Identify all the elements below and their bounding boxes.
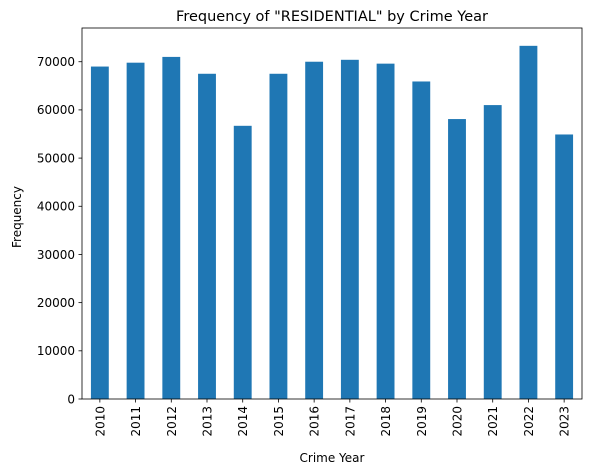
- y-tick-label-70000: 70000: [37, 55, 75, 69]
- bar-2018: [376, 63, 395, 400]
- bar-2014: [233, 125, 252, 399]
- x-tick-label-2011: 2011: [129, 406, 143, 437]
- y-axis-ticks: 0 10000 20000 30000 40000 50000 60000 70000: [37, 55, 82, 406]
- x-tick-label-2019: 2019: [415, 406, 429, 437]
- x-tick-label-2014: 2014: [236, 406, 250, 437]
- bar-2022: [519, 45, 538, 399]
- bar-2015: [269, 73, 288, 400]
- x-tick-label-2012: 2012: [165, 406, 179, 437]
- x-axis-ticks: 2010 2011 2012 2013 2014 2015 2016 2017 2018 2019…: [93, 399, 572, 437]
- bar-2012: [162, 56, 181, 399]
- y-tick-label-50000: 50000: [37, 151, 75, 165]
- bar-2020: [448, 119, 466, 399]
- bar-2010: [90, 66, 109, 400]
- x-tick-label-2020: 2020: [451, 406, 465, 437]
- y-tick-label-10000: 10000: [37, 344, 75, 358]
- x-axis-label: Crime Year: [300, 451, 365, 465]
- bars-group: [90, 45, 574, 400]
- chart-title: Frequency of "RESIDENTIAL" by Crime Year: [176, 9, 488, 25]
- bar-2011: [126, 62, 145, 399]
- bar-2017: [340, 59, 359, 400]
- x-tick-label-2017: 2017: [343, 406, 357, 437]
- y-tick-label-60000: 60000: [37, 103, 75, 117]
- x-tick-label-2023: 2023: [558, 406, 572, 437]
- plot-frame: [81, 27, 583, 400]
- y-tick-label-40000: 40000: [37, 200, 75, 214]
- x-tick-label-2018: 2018: [379, 406, 393, 437]
- y-tick-label-20000: 20000: [37, 296, 75, 310]
- bar-2021: [483, 105, 502, 399]
- x-tick-label-2010: 2010: [93, 406, 107, 437]
- y-tick-label-0: 0: [67, 392, 75, 406]
- x-tick-label-2013: 2013: [201, 406, 215, 437]
- y-axis-label: Frequency: [10, 186, 24, 248]
- bar-2023: [555, 134, 574, 400]
- bar-2013: [198, 73, 216, 400]
- x-tick-label-2022: 2022: [522, 406, 536, 437]
- x-tick-label-2015: 2015: [272, 406, 286, 437]
- bar-2019: [412, 81, 431, 399]
- y-tick-label-30000: 30000: [37, 248, 75, 262]
- x-tick-label-2021: 2021: [486, 406, 500, 437]
- bar-2016: [305, 61, 324, 399]
- x-tick-label-2016: 2016: [308, 406, 322, 437]
